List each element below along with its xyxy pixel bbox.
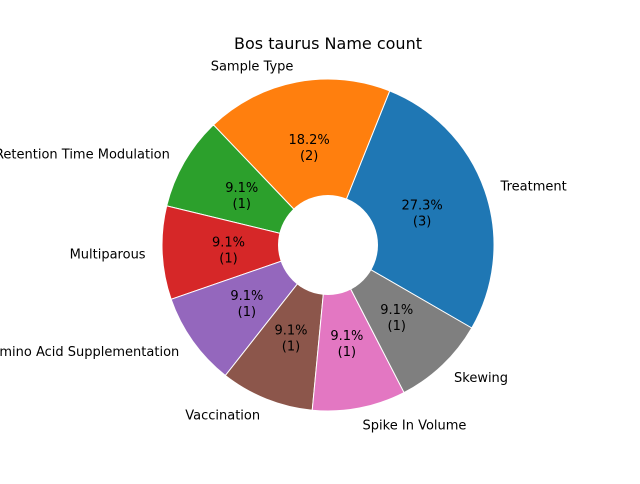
count-label-retention-time-modulation: (1) — [233, 197, 251, 212]
slice-skewing — [326, 243, 473, 394]
chart-title: Bos taurus Name count — [234, 34, 422, 53]
count-label-amino-acid-supplementation: (1) — [238, 305, 256, 320]
count-label-vaccination: (1) — [282, 339, 300, 354]
category-label-vaccination: Vaccination — [185, 409, 260, 424]
percent-label-retention-time-modulation: 9.1% — [225, 181, 258, 196]
count-label-skewing: (1) — [388, 319, 406, 334]
donut-hole — [278, 195, 378, 295]
percent-label-skewing: 9.1% — [380, 303, 413, 318]
count-label-multiparous: (1) — [219, 252, 237, 267]
slice-sample-type — [212, 78, 391, 246]
category-label-sample-type: Sample Type — [211, 60, 294, 75]
category-label-spike-in-volume: Spike In Volume — [363, 418, 467, 433]
count-label-treatment: (3) — [413, 214, 431, 229]
category-label-amino-acid-supplementation: Amino Acid Supplementation — [0, 345, 179, 360]
category-label-retention-time-modulation: Retention Time Modulation — [0, 148, 170, 163]
count-label-sample-type: (2) — [300, 149, 318, 164]
percent-label-sample-type: 18.2% — [288, 133, 329, 148]
category-label-treatment: Treatment — [500, 179, 567, 194]
labels-group: Treatment 27.3%(3) Sample Type 18.2%(2) Rete… — [0, 60, 567, 434]
category-label-multiparous: Multiparous — [70, 248, 146, 263]
percent-label-spike-in-volume: 9.1% — [330, 329, 363, 344]
category-label-skewing: Skewing — [454, 371, 508, 386]
percent-label-multiparous: 9.1% — [212, 236, 245, 251]
percent-label-vaccination: 9.1% — [274, 323, 307, 338]
slice-multiparous — [161, 205, 330, 300]
count-label-spike-in-volume: (1) — [338, 345, 356, 360]
slice-retention-time-modulation — [166, 124, 330, 246]
percent-label-treatment: 27.3% — [401, 198, 442, 213]
percent-label-amino-acid-supplementation: 9.1% — [230, 289, 263, 304]
slice-amino-acid-supplementation — [170, 243, 330, 377]
